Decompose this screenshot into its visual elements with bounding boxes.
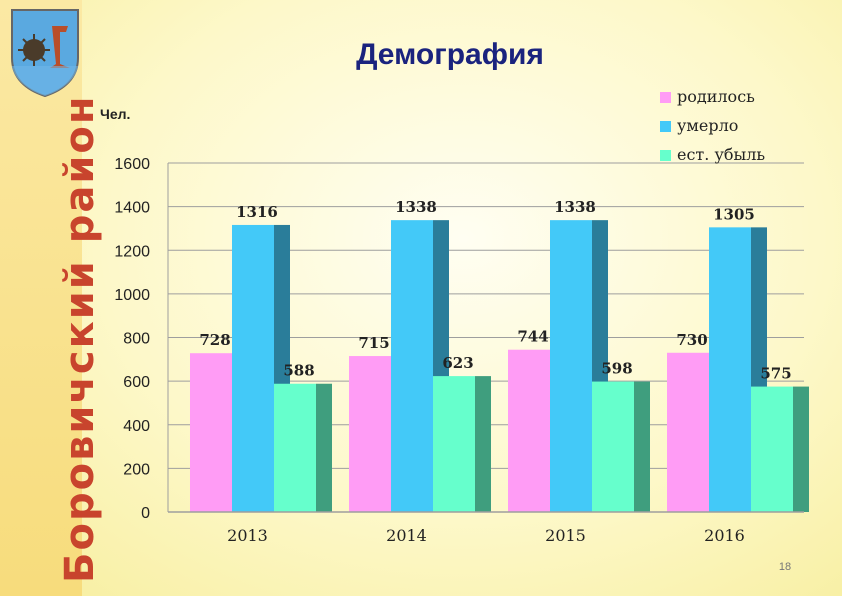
side-strip	[0, 0, 82, 596]
bar-родилось	[667, 352, 709, 512]
legend-label: родилось	[677, 87, 755, 106]
legend-swatch	[660, 92, 671, 103]
y-tick-label: 1400	[114, 200, 150, 217]
data-label: 1338	[395, 198, 437, 216]
bar-side	[793, 386, 809, 512]
data-label: 1338	[554, 198, 596, 216]
legend-label: ест. убыль	[677, 145, 765, 164]
data-label: 575	[760, 365, 791, 383]
page-title: Демография	[356, 38, 544, 71]
bar-родилось	[190, 353, 232, 512]
y-tick-label: 1600	[114, 156, 150, 173]
bar-родилось	[349, 356, 391, 512]
bar-ест. убыль	[433, 376, 475, 512]
y-tick-label: 800	[123, 331, 150, 348]
data-label: 1305	[713, 205, 755, 223]
bar-умерло	[391, 220, 433, 512]
bar-ест. убыль	[751, 386, 793, 512]
x-tick-label: 2016	[704, 526, 745, 545]
x-tick-label: 2014	[386, 526, 427, 545]
coat-of-arms-icon	[11, 9, 79, 98]
bar-умерло	[709, 227, 751, 513]
legend-swatch	[660, 150, 671, 161]
bar-родилось	[508, 349, 550, 512]
y-axis-label: Чел.	[100, 106, 130, 122]
bar-умерло	[550, 220, 592, 512]
data-label: 598	[601, 360, 632, 378]
slide-number: 18	[778, 561, 792, 573]
y-tick-label: 1200	[114, 243, 150, 260]
bar-ест. убыль	[274, 383, 316, 512]
data-label: 730	[676, 331, 707, 349]
bar-side	[475, 376, 491, 512]
data-label: 728	[199, 331, 230, 349]
legend-swatch	[660, 121, 671, 132]
data-label: 744	[517, 328, 548, 346]
data-label: 715	[358, 334, 389, 352]
bar-side	[634, 381, 650, 512]
data-label: 623	[442, 354, 473, 372]
bar-side	[316, 383, 332, 512]
y-tick-label: 600	[123, 374, 150, 391]
x-tick-label: 2013	[227, 526, 268, 545]
y-tick-label: 0	[141, 505, 150, 522]
y-tick-label: 200	[123, 461, 150, 478]
data-label: 1316	[236, 203, 278, 221]
x-tick-label: 2015	[545, 526, 586, 545]
legend-label: умерло	[677, 116, 738, 135]
bar-умерло	[232, 224, 274, 512]
y-tick-label: 400	[123, 418, 150, 435]
bar-ест. убыль	[592, 381, 634, 512]
data-label: 588	[283, 362, 314, 380]
y-tick-label: 1000	[114, 287, 150, 304]
